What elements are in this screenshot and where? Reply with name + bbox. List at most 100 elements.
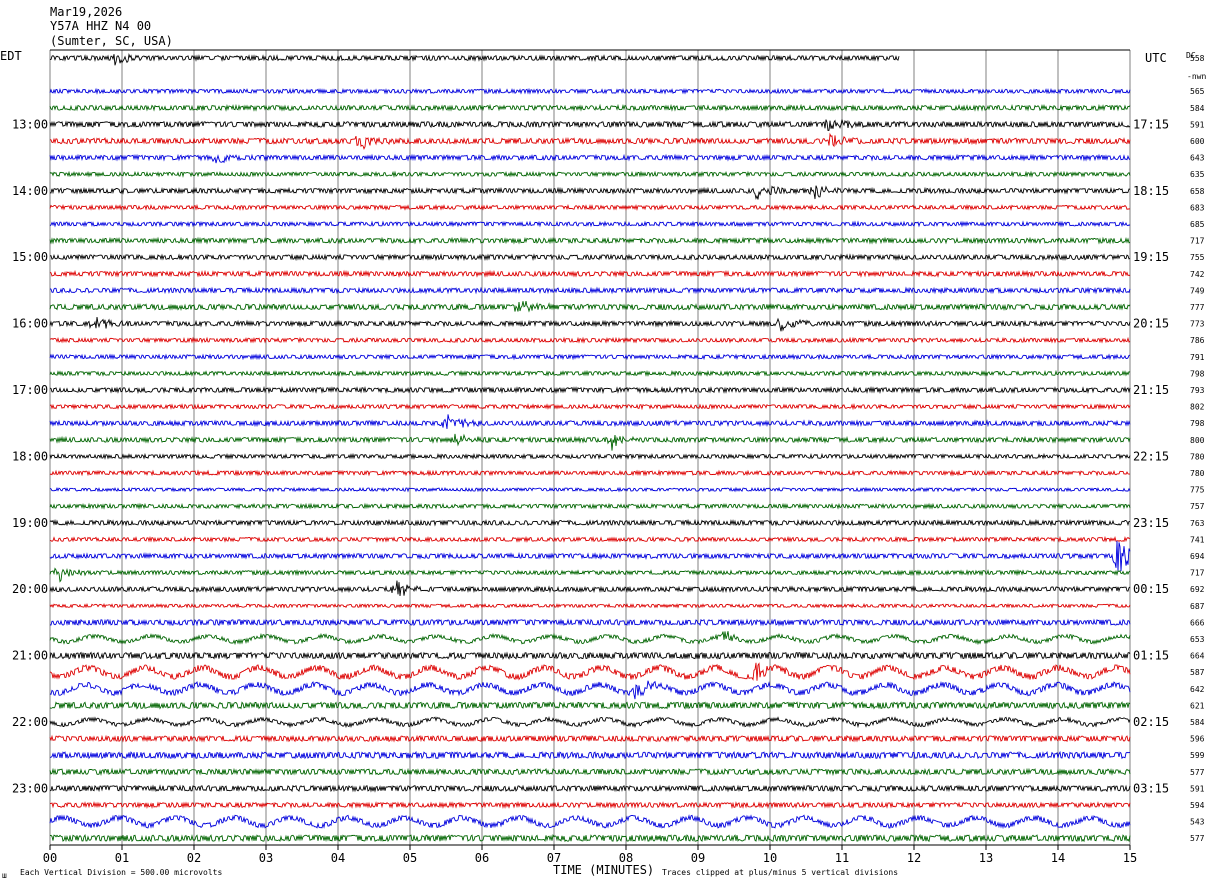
right-hour-label: 03:15 xyxy=(1133,781,1169,795)
dc-offset-label: 643 xyxy=(1190,154,1205,163)
dc-offset-label: 717 xyxy=(1190,237,1205,246)
right-hour-label: 21:15 xyxy=(1133,383,1169,397)
right-hour-label: 01:15 xyxy=(1133,649,1169,663)
x-tick-label: 11 xyxy=(835,851,849,865)
dc-offset-label: 599 xyxy=(1190,751,1205,760)
left-hour-label: 18:00 xyxy=(12,449,48,463)
trace-line xyxy=(49,734,1131,743)
left-hour-label: 21:00 xyxy=(12,649,48,663)
trace-line xyxy=(49,369,1131,377)
dc-offset-label: 780 xyxy=(1190,469,1205,478)
dc-offset-label: 798 xyxy=(1190,419,1205,428)
dc-offset-label: 596 xyxy=(1190,735,1205,744)
trace-line xyxy=(49,452,1131,460)
trace-line xyxy=(49,185,1131,200)
trace-line xyxy=(49,750,1131,760)
left-hour-label: 19:00 xyxy=(12,516,48,530)
x-tick-label: 09 xyxy=(691,851,705,865)
x-tick-label: 10 xyxy=(763,851,777,865)
trace-line xyxy=(49,540,1131,572)
dc-offset-label: 587 xyxy=(1190,668,1205,677)
trace-line xyxy=(49,701,1131,710)
dc-offset-label: 683 xyxy=(1190,203,1205,212)
scale-note: Each Vertical Division = 500.00 microvol… xyxy=(20,868,222,877)
trace-line xyxy=(49,618,1131,627)
dc-offset-label: 786 xyxy=(1190,336,1205,345)
dc-offset-label: 577 xyxy=(1190,768,1205,777)
left-hour-label: 15:00 xyxy=(12,250,48,264)
right-hour-label: 23:15 xyxy=(1133,516,1169,530)
dc-sub-label: -nwn xyxy=(1187,72,1206,81)
dc-offset-label: 798 xyxy=(1190,369,1205,378)
minute-grid xyxy=(49,49,1131,850)
trace-line xyxy=(49,336,1131,344)
corner-mark: ш xyxy=(2,871,7,880)
x-axis-label: TIME (MINUTES) xyxy=(553,863,654,877)
dc-offset-label: 577 xyxy=(1190,834,1205,843)
trace-set xyxy=(49,53,1131,843)
x-tick-label: 12 xyxy=(907,851,921,865)
dc-offset-label: 757 xyxy=(1190,502,1205,511)
right-hour-label: 20:15 xyxy=(1133,317,1169,331)
trace-line xyxy=(49,535,1131,543)
location-label: (Sumter, SC, USA) xyxy=(50,34,173,48)
trace-line xyxy=(49,469,1130,477)
trace-line xyxy=(49,203,1131,211)
dc-offset-label: 621 xyxy=(1190,701,1205,710)
trace-line xyxy=(49,767,1131,777)
x-tick-label: 13 xyxy=(979,851,993,865)
dc-offset-label: 687 xyxy=(1190,602,1205,611)
dc-offset-label: 741 xyxy=(1190,535,1205,544)
trace-line xyxy=(49,814,1131,830)
dc-offset-label: 591 xyxy=(1190,120,1205,129)
dc-offset-label: 565 xyxy=(1190,87,1205,96)
left-hour-label: 23:00 xyxy=(12,781,48,795)
dc-offset-label: 666 xyxy=(1190,618,1205,627)
trace-line xyxy=(49,486,1131,493)
trace-line xyxy=(49,518,1130,527)
dc-offset-label: 635 xyxy=(1190,170,1205,179)
x-tick-label: 00 xyxy=(43,851,57,865)
left-hour-label: 20:00 xyxy=(12,582,48,596)
x-tick-label: 03 xyxy=(259,851,273,865)
dc-offset-label: 780 xyxy=(1190,452,1205,461)
trace-line xyxy=(49,317,1131,332)
trace-line xyxy=(49,800,1131,810)
dc-offset-label: 584 xyxy=(1190,104,1205,113)
dc-offset-label: 800 xyxy=(1190,436,1205,445)
dc-offset-label: 600 xyxy=(1190,137,1205,146)
trace-line xyxy=(49,651,1131,660)
x-tick-label: 02 xyxy=(187,851,201,865)
dc-offset-label: 591 xyxy=(1190,784,1205,793)
dc-offset-label: 584 xyxy=(1190,718,1205,727)
x-tick-label: 14 xyxy=(1051,851,1065,865)
trace-line xyxy=(49,580,1131,597)
right-hour-label: 00:15 xyxy=(1133,582,1169,596)
trace-line xyxy=(49,269,1131,278)
trace-line xyxy=(49,53,900,66)
trace-line xyxy=(49,386,1131,395)
right-hour-label: 18:15 xyxy=(1133,184,1169,198)
dc-offset-label: 658 xyxy=(1190,187,1205,196)
left-timezone-label: EDT xyxy=(0,49,22,63)
dc-offset-label: 692 xyxy=(1190,585,1205,594)
dc-offset-label: 664 xyxy=(1190,652,1205,661)
trace-line xyxy=(49,716,1131,729)
left-hour-label: 16:00 xyxy=(12,317,48,331)
left-hour-label: 22:00 xyxy=(12,715,48,729)
left-hour-label: 14:00 xyxy=(12,184,48,198)
dc-offset-label: 642 xyxy=(1190,685,1205,694)
trace-line xyxy=(49,784,1131,793)
x-tick-label: 07 xyxy=(547,851,561,865)
dc-offset-label: 777 xyxy=(1190,303,1205,312)
trace-line xyxy=(49,87,1131,95)
dc-offset-label: 594 xyxy=(1190,801,1205,810)
dc-offset-label: 773 xyxy=(1190,320,1205,329)
trace-line xyxy=(49,220,1131,228)
x-tick-label: 15 xyxy=(1123,851,1137,865)
clip-note: Traces clipped at plus/minus 5 vertical … xyxy=(662,868,898,877)
x-tick-label: 05 xyxy=(403,851,417,865)
dc-offset-label: 558 xyxy=(1190,54,1205,63)
x-tick-label: 01 xyxy=(115,851,129,865)
left-hour-label: 17:00 xyxy=(12,383,48,397)
